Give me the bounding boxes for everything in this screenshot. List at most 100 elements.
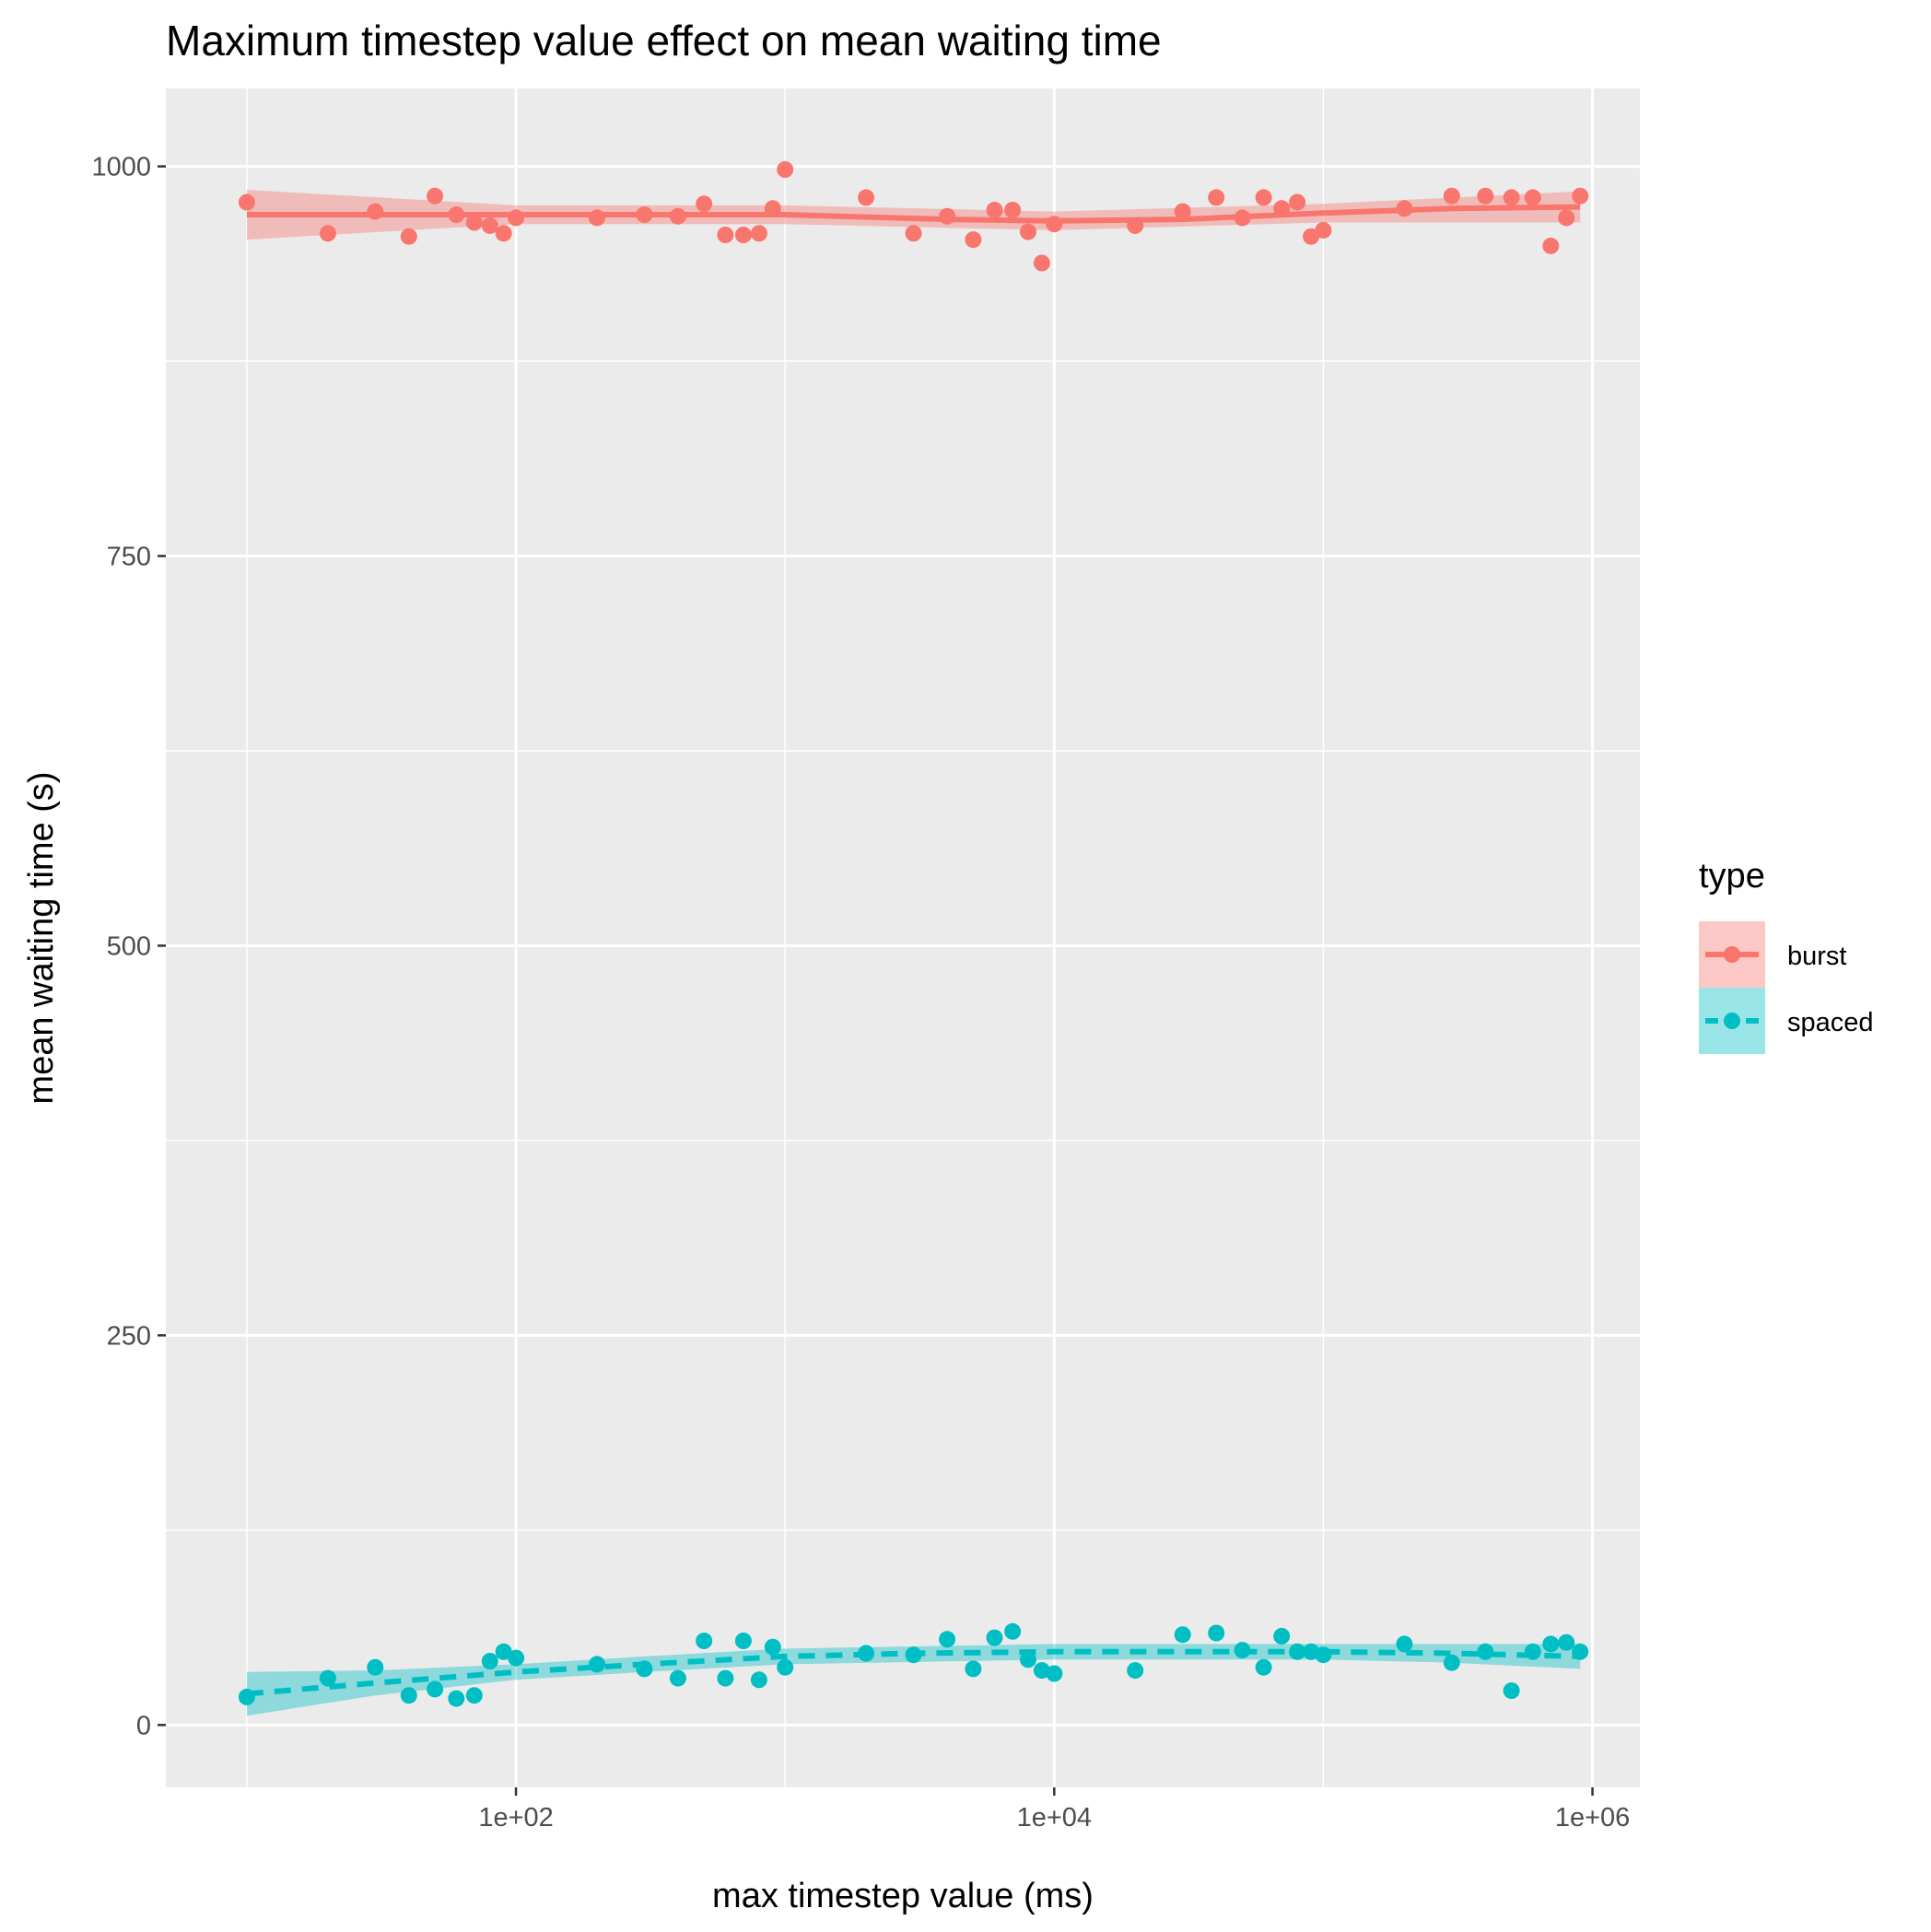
data-point-spaced [1477,1643,1494,1660]
major-grid [166,88,1640,1787]
confidence-band-burst [246,190,1581,240]
data-point-spaced [717,1669,734,1687]
data-point-spaced [1315,1646,1332,1664]
x-axis-title: max timestep value (ms) [712,1877,1094,1915]
data-point-burst [905,225,922,242]
data-point-burst [750,225,767,242]
y-tick-labels: 0 250 500 750 1000 [91,153,151,1741]
legend-label-burst: burst [1787,942,1846,971]
data-point-spaced [734,1633,752,1649]
legend: type burst spaced [1699,857,1874,1054]
confidence-band-spaced [246,1644,1581,1716]
data-point-spaced [400,1687,417,1704]
data-point-burst [858,189,875,206]
data-point-burst [508,209,525,227]
data-point-burst [1046,216,1063,233]
data-point-burst [1255,189,1272,206]
data-point-spaced [669,1669,686,1687]
data-point-spaced [1524,1643,1541,1660]
data-point-spaced [319,1669,336,1687]
data-point-burst [481,217,498,234]
data-point-burst [636,206,653,223]
data-point-spaced [636,1660,653,1678]
data-point-spaced [448,1690,465,1707]
data-point-burst [238,193,255,211]
data-point-spaced [1004,1622,1022,1640]
chart-title: Maximum timestep value effect on mean wa… [166,17,1162,64]
data-point-spaced [508,1649,525,1667]
legend-title: type [1699,857,1765,896]
data-point-burst [669,207,686,225]
data-point-spaced [1289,1643,1306,1660]
data-point-burst [1289,193,1306,211]
data-point-burst [589,209,605,227]
data-point-burst [1477,187,1494,205]
data-points [238,161,1589,1707]
data-point-spaced [1572,1643,1589,1660]
data-point-burst [1558,209,1575,227]
data-point-spaced [1174,1626,1191,1644]
data-point-burst [1396,200,1413,217]
data-point-spaced [481,1653,498,1669]
data-point-burst [777,161,794,178]
legend-key-point-burst [1724,946,1740,963]
y-tick-label: 250 [107,1321,151,1351]
data-point-spaced [1020,1651,1036,1669]
data-point-burst [1273,200,1291,217]
data-point-spaced [764,1638,781,1656]
data-point-burst [1542,237,1560,254]
axis-ticks [158,165,1594,1796]
data-point-spaced [1558,1633,1575,1651]
data-point-burst [400,228,417,245]
data-point-burst [465,214,483,231]
y-tick-label: 1000 [91,153,151,182]
data-point-spaced [1273,1627,1291,1645]
x-tick-label: 1e+02 [478,1803,553,1832]
x-tick-labels: 1e+02 1e+04 1e+06 [478,1803,1630,1832]
data-point-burst [1033,254,1050,272]
data-point-burst [1572,187,1589,205]
data-point-burst [1004,202,1022,218]
data-point-spaced [1127,1662,1144,1680]
data-point-burst [1315,221,1332,239]
data-point-burst [319,225,336,242]
y-tick-label: 500 [107,931,151,961]
confidence-bands [246,190,1581,1716]
data-point-burst [717,227,734,243]
data-point-spaced [1046,1665,1063,1682]
y-tick-label: 750 [107,543,151,572]
data-point-spaced [465,1687,483,1704]
data-point-burst [696,195,713,213]
data-point-burst [1127,217,1144,234]
data-point-spaced [238,1688,255,1705]
data-point-spaced [986,1629,1003,1646]
data-point-burst [1303,228,1320,245]
minor-grid [166,88,1640,1787]
data-point-burst [427,187,444,205]
data-point-burst [1443,187,1460,205]
data-point-spaced [495,1643,512,1660]
x-tick-label: 1e+06 [1555,1803,1630,1832]
data-point-spaced [905,1646,922,1664]
data-point-burst [448,206,465,223]
plot-panel [166,88,1640,1787]
data-point-burst [939,207,956,225]
data-point-spaced [427,1680,444,1698]
data-point-burst [495,225,512,242]
data-point-spaced [696,1633,713,1649]
data-point-spaced [589,1656,605,1673]
data-point-spaced [367,1658,384,1676]
data-point-spaced [1234,1642,1251,1659]
legend-items: burst spaced [1699,921,1874,1054]
data-point-spaced [750,1671,767,1689]
data-point-burst [986,202,1003,218]
data-point-burst [734,227,752,243]
data-point-spaced [965,1660,982,1678]
data-point-spaced [1503,1682,1520,1700]
y-tick-label: 0 [136,1711,151,1740]
data-point-spaced [1542,1635,1560,1653]
legend-label-spaced: spaced [1787,1008,1874,1037]
data-point-spaced [1255,1658,1272,1676]
y-axis-title: mean waiting time (s) [22,771,61,1104]
